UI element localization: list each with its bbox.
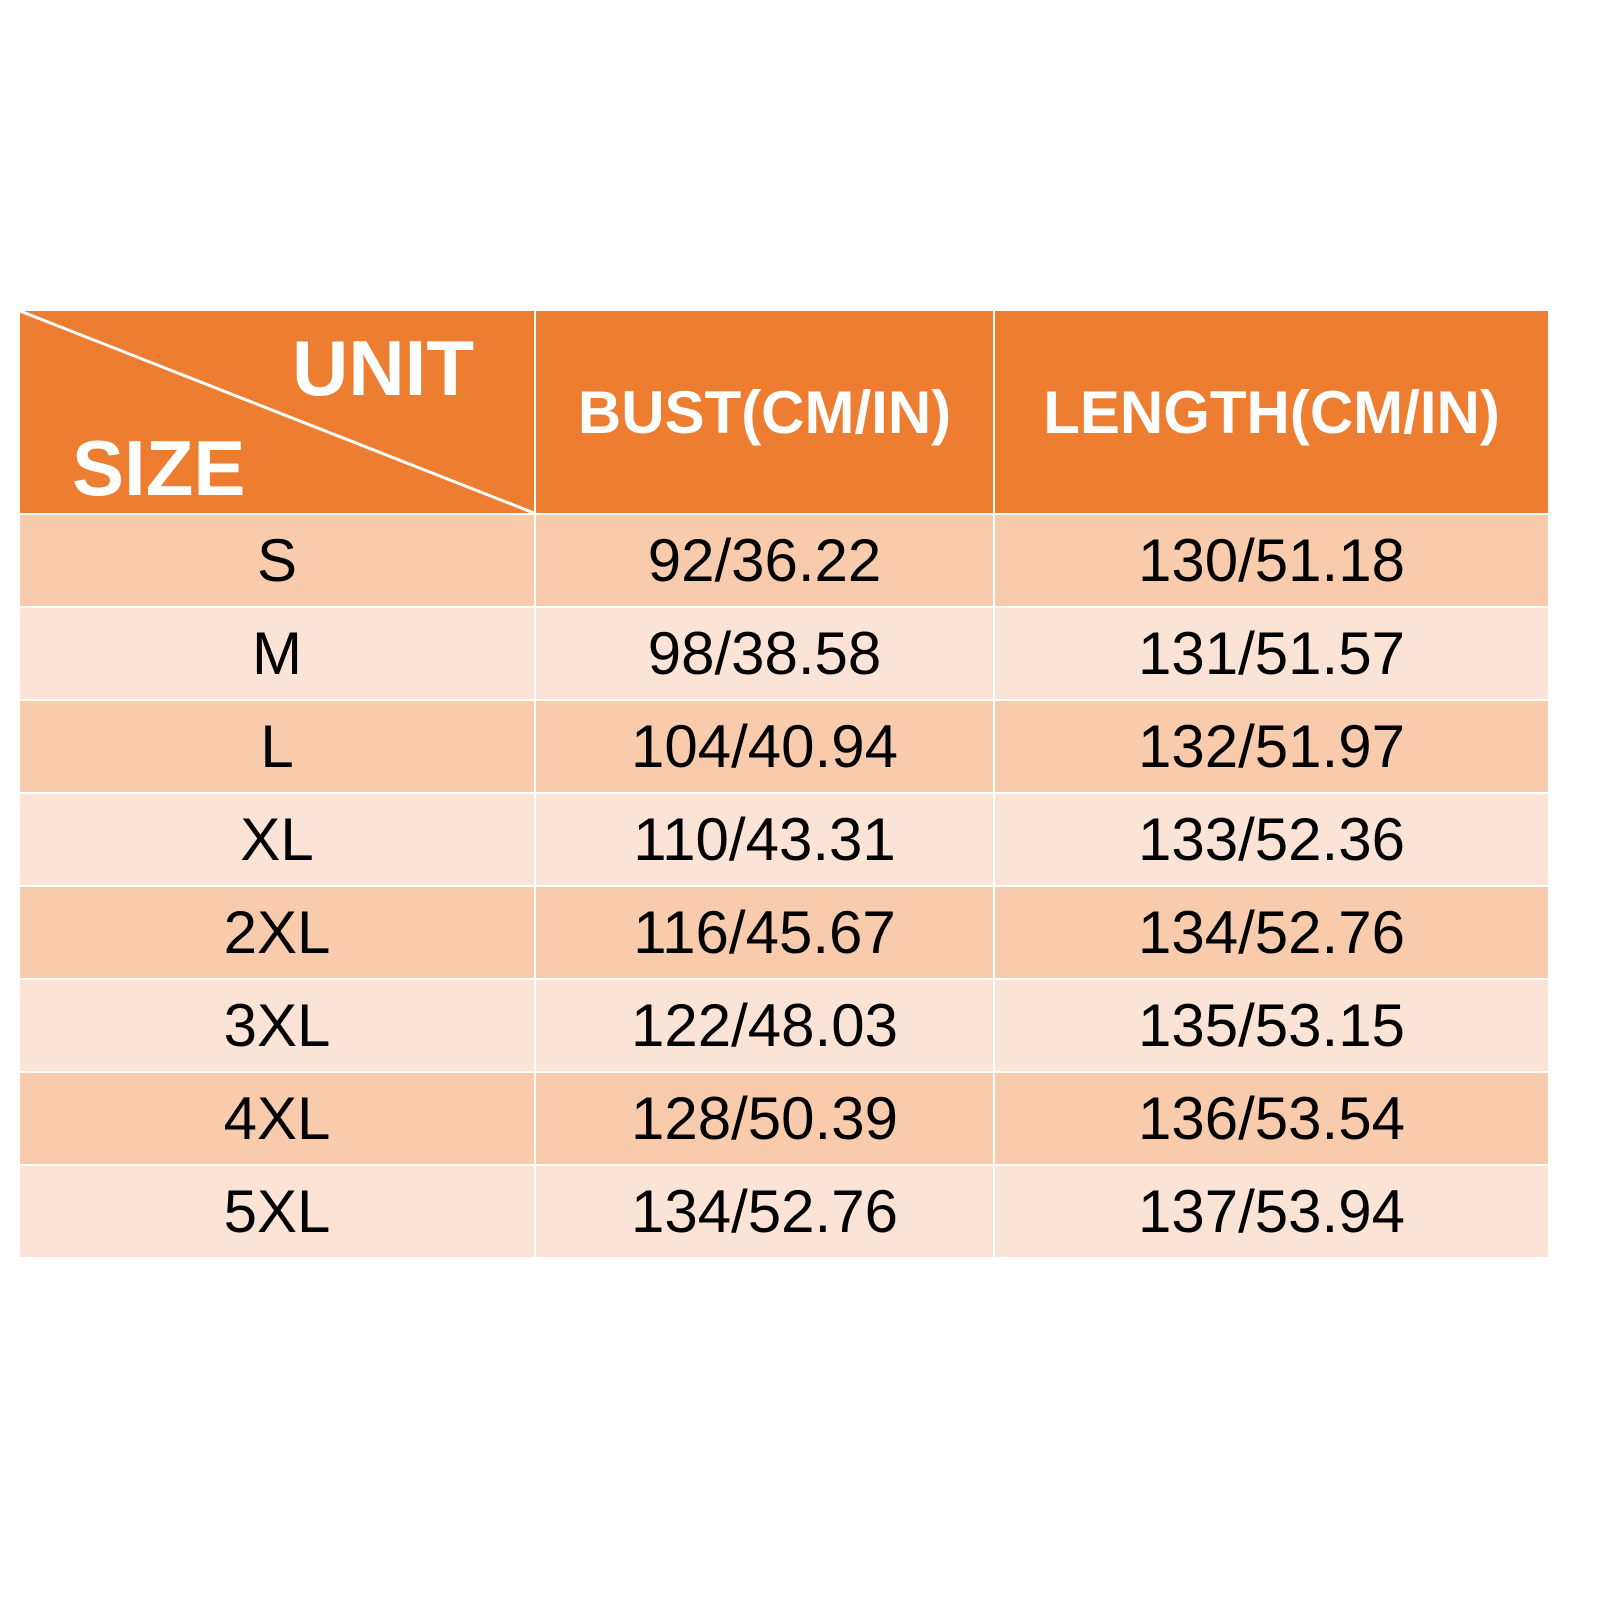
size-cell: L xyxy=(20,701,534,792)
bust-cell: 128/50.39 xyxy=(536,1073,993,1164)
table-row: M 98/38.58 131/51.57 xyxy=(20,608,1548,699)
table-row: S 92/36.22 130/51.18 xyxy=(20,515,1548,606)
table-row: 3XL 122/48.03 135/53.15 xyxy=(20,980,1548,1071)
length-cell: 137/53.94 xyxy=(995,1166,1548,1257)
corner-header-cell: UNIT SIZE xyxy=(20,311,534,513)
bust-cell: 134/52.76 xyxy=(536,1166,993,1257)
size-cell: XL xyxy=(20,794,534,885)
length-cell: 133/52.36 xyxy=(995,794,1548,885)
bust-cell: 92/36.22 xyxy=(536,515,993,606)
table-row: 5XL 134/52.76 137/53.94 xyxy=(20,1166,1548,1257)
table-row: XL 110/43.31 133/52.36 xyxy=(20,794,1548,885)
size-cell: M xyxy=(20,608,534,699)
header-row: UNIT SIZE BUST(CM/IN) LENGTH(CM/IN) xyxy=(20,311,1548,513)
size-cell: 4XL xyxy=(20,1073,534,1164)
size-cell: 5XL xyxy=(20,1166,534,1257)
length-cell: 134/52.76 xyxy=(995,887,1548,978)
size-cell: S xyxy=(20,515,534,606)
size-label: SIZE xyxy=(72,424,246,512)
bust-cell: 122/48.03 xyxy=(536,980,993,1071)
bust-cell: 98/38.58 xyxy=(536,608,993,699)
unit-label: UNIT xyxy=(292,324,474,412)
table-row: 4XL 128/50.39 136/53.54 xyxy=(20,1073,1548,1164)
length-cell: 136/53.54 xyxy=(995,1073,1548,1164)
diagonal-divider xyxy=(20,311,534,513)
bust-cell: 116/45.67 xyxy=(536,887,993,978)
length-cell: 131/51.57 xyxy=(995,608,1548,699)
table-row: L 104/40.94 132/51.97 xyxy=(20,701,1548,792)
size-chart-table: UNIT SIZE BUST(CM/IN) LENGTH(CM/IN) S 92/… xyxy=(20,311,1548,1257)
size-cell: 2XL xyxy=(20,887,534,978)
length-cell: 132/51.97 xyxy=(995,701,1548,792)
table-row: 2XL 116/45.67 134/52.76 xyxy=(20,887,1548,978)
table-body: S 92/36.22 130/51.18 M 98/38.58 131/51.57 L 104… xyxy=(20,515,1548,1257)
bust-cell: 110/43.31 xyxy=(536,794,993,885)
bust-header: BUST(CM/IN) xyxy=(536,311,993,513)
bust-cell: 104/40.94 xyxy=(536,701,993,792)
length-cell: 130/51.18 xyxy=(995,515,1548,606)
length-cell: 135/53.15 xyxy=(995,980,1548,1071)
size-cell: 3XL xyxy=(20,980,534,1071)
length-header: LENGTH(CM/IN) xyxy=(995,311,1548,513)
